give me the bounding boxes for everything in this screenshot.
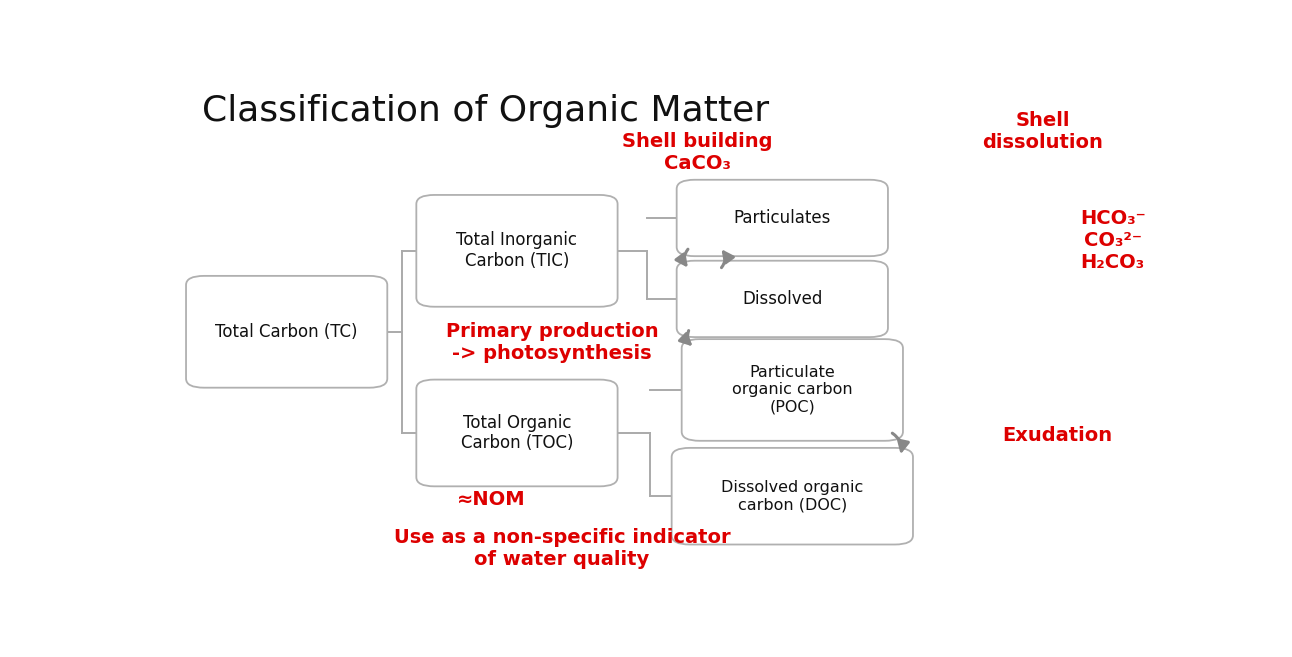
Text: Shell building
CaCO₃: Shell building CaCO₃ <box>621 131 773 173</box>
Text: Total Carbon (TC): Total Carbon (TC) <box>216 323 358 341</box>
FancyBboxPatch shape <box>672 448 913 545</box>
Text: HCO₃⁻
CO₃²⁻
H₂CO₃: HCO₃⁻ CO₃²⁻ H₂CO₃ <box>1080 209 1146 272</box>
Text: Particulates: Particulates <box>734 209 831 227</box>
FancyBboxPatch shape <box>186 276 388 388</box>
Text: Total Organic
Carbon (TOC): Total Organic Carbon (TOC) <box>461 413 574 453</box>
Text: Exudation: Exudation <box>1003 426 1112 445</box>
Text: Primary production
-> photosynthesis: Primary production -> photosynthesis <box>446 323 659 363</box>
Text: Shell
dissolution: Shell dissolution <box>982 112 1103 152</box>
FancyBboxPatch shape <box>677 261 888 337</box>
FancyBboxPatch shape <box>677 180 888 256</box>
FancyBboxPatch shape <box>416 195 618 307</box>
Text: ≈NOM: ≈NOM <box>457 490 526 509</box>
Text: Use as a non-specific indicator
of water quality: Use as a non-specific indicator of water… <box>394 528 730 569</box>
Text: Dissolved organic
carbon (DOC): Dissolved organic carbon (DOC) <box>721 480 863 512</box>
FancyBboxPatch shape <box>416 380 618 486</box>
Text: Dissolved: Dissolved <box>742 290 823 308</box>
Text: Total Inorganic
Carbon (TIC): Total Inorganic Carbon (TIC) <box>456 231 578 270</box>
Text: Particulate
organic carbon
(POC): Particulate organic carbon (POC) <box>733 365 853 415</box>
FancyBboxPatch shape <box>682 339 903 441</box>
Text: Classification of Organic Matter: Classification of Organic Matter <box>202 94 769 128</box>
